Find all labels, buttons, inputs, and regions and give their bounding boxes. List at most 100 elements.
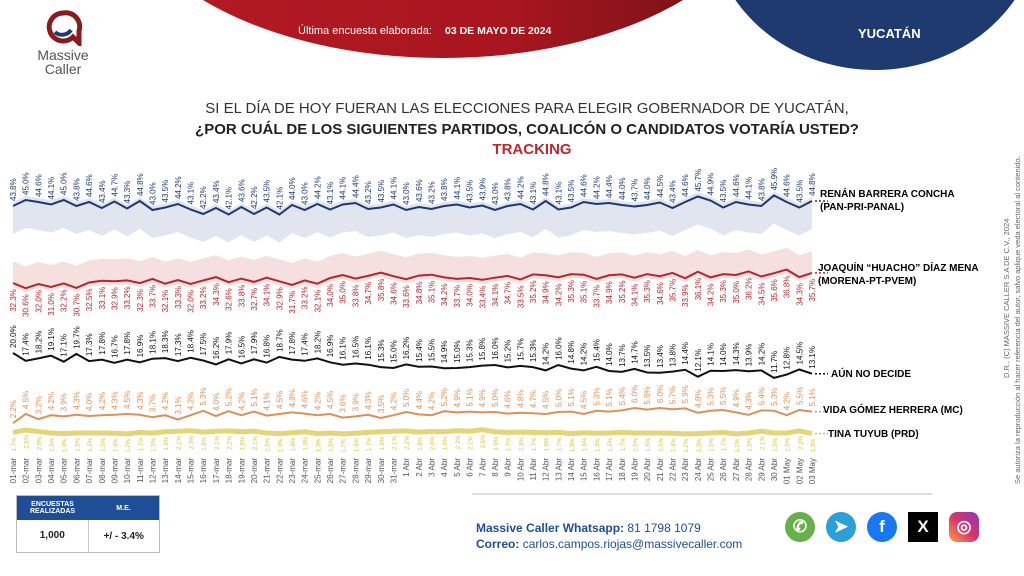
whatsapp-number[interactable]: 81 1798 1079 xyxy=(627,521,701,535)
telegram-icon[interactable]: ➤ xyxy=(826,512,856,542)
data-label: 4.3% xyxy=(72,392,81,410)
whatsapp-icon[interactable]: ✆ xyxy=(785,512,815,542)
social-links: ✆ ➤ f X ◎ xyxy=(785,512,979,542)
data-label: 1.5% xyxy=(748,437,754,451)
data-label: 1.9% xyxy=(304,436,310,450)
data-label: 5.0% xyxy=(491,389,500,407)
data-label: 32.2% xyxy=(60,289,69,312)
data-label: 14.2% xyxy=(580,343,589,366)
data-label: 12.8% xyxy=(783,347,792,370)
legend-aun-no-decide-name: AÚN NO DECIDE xyxy=(831,369,912,380)
data-label: 1.5% xyxy=(633,437,639,451)
data-label: 14.2% xyxy=(757,343,766,366)
data-label: 5.6% xyxy=(643,386,652,404)
data-label: 1.6% xyxy=(583,437,589,451)
x-tick-label: 24 Abr xyxy=(694,458,703,481)
data-label: 2.1% xyxy=(760,436,766,450)
data-label: 6.0% xyxy=(630,385,639,403)
email-link[interactable]: carlos.campos.riojas@massivecaller.com xyxy=(522,537,743,551)
data-label: 3.5% xyxy=(377,395,386,413)
data-label: 33.9% xyxy=(681,284,690,307)
data-label: 44.4% xyxy=(351,175,360,198)
copyright-note: D.R., (C) MASSIVE CALLER S.A DE C.V., 20… xyxy=(1002,218,1011,378)
data-label: 43.6% xyxy=(415,179,424,202)
data-label: 43.1% xyxy=(326,182,335,205)
footer-divider xyxy=(472,493,932,495)
x-tick-label: 12 Abr xyxy=(542,458,551,481)
data-label: 35.8% xyxy=(377,279,386,302)
x-tick-label: 13 Abr xyxy=(554,458,563,481)
data-label: 43.1% xyxy=(554,182,563,205)
data-label: 14.4% xyxy=(681,342,690,365)
data-label: 5.2% xyxy=(225,388,234,406)
data-label: 3.9% xyxy=(60,393,69,411)
x-tick-label: 27 Abr xyxy=(732,458,741,481)
data-label: 43.6% xyxy=(237,179,246,202)
x-tick-label: 4 Abr xyxy=(440,458,449,477)
last-survey-date: 03 DE MAYO DE 2024 xyxy=(444,25,552,37)
data-label: 35.0% xyxy=(732,281,741,304)
data-label: 4.2% xyxy=(187,392,196,410)
data-label: 33.8% xyxy=(237,285,246,308)
data-label: 44.2% xyxy=(174,176,183,199)
data-label: 5.3% xyxy=(199,388,208,406)
data-label: 4.5% xyxy=(22,391,31,409)
reproduction-note: Se autoriza la reproducción al hacer ref… xyxy=(1013,156,1022,484)
data-label: 15.8% xyxy=(478,338,487,361)
data-label: 43.0% xyxy=(402,182,411,205)
data-label: 4.5% xyxy=(580,391,589,409)
data-label: 5.1% xyxy=(250,388,259,406)
data-label: 16.0% xyxy=(491,337,500,360)
data-label: 17.1% xyxy=(60,334,69,357)
data-label: 17.3% xyxy=(85,333,94,356)
data-label: 1.9% xyxy=(380,436,386,450)
data-label: 34.6% xyxy=(656,282,665,305)
data-label: 4.6% xyxy=(504,390,513,408)
data-label: 43.8% xyxy=(72,178,81,201)
x-icon[interactable]: X xyxy=(908,512,938,542)
data-label: 1.5% xyxy=(50,437,56,451)
data-label: 1.8% xyxy=(519,436,525,450)
data-label: 18.3% xyxy=(161,330,170,353)
data-label: 5.5% xyxy=(719,387,728,405)
x-tick-label: 03-mar xyxy=(34,458,43,484)
x-tick-label: 17 Abr xyxy=(605,458,614,481)
data-label: 2.1% xyxy=(469,436,475,450)
legend-barrera-name: RENÁN BARRERA CONCHA xyxy=(820,189,955,200)
data-label: 30.6% xyxy=(22,294,31,317)
question-line-2: ¿POR CUÁL DE LOS SIGUIENTES PARTIDOS, CO… xyxy=(195,121,859,138)
data-label: 4.2% xyxy=(237,392,246,410)
data-label: 1.7% xyxy=(139,437,145,451)
data-label: 5.1% xyxy=(567,388,576,406)
data-label: 43.9% xyxy=(478,178,487,201)
x-tick-label: 11 Abr xyxy=(529,458,538,481)
data-label: 44.9% xyxy=(707,173,716,196)
data-label: 1.5% xyxy=(101,437,107,451)
data-label: 35.2% xyxy=(529,280,538,303)
x-tick-label: 30-mar xyxy=(377,458,386,484)
data-label: 4.6% xyxy=(301,390,310,408)
series-line xyxy=(12,406,813,425)
data-label: 1.2% xyxy=(342,438,348,452)
data-label: 14.9% xyxy=(440,341,449,364)
data-label: 44.1% xyxy=(453,177,462,200)
x-tick-label: 05-mar xyxy=(60,458,69,484)
logo-text-massive: Massive xyxy=(37,47,89,63)
x-tick-label: 3 Abr xyxy=(428,458,437,477)
x-tick-label: 25-mar xyxy=(313,458,322,484)
data-label: 4.5% xyxy=(275,391,284,409)
data-label: 5.1% xyxy=(466,388,475,406)
data-label: 4.1% xyxy=(263,392,272,410)
data-label: 4.9% xyxy=(453,389,462,407)
data-label: 34.1% xyxy=(263,284,272,307)
data-label: 33.2% xyxy=(301,286,310,309)
data-label: 33.8% xyxy=(351,285,360,308)
x-tick-label: 15 Abr xyxy=(580,458,589,481)
data-label: 32.5% xyxy=(85,289,94,312)
instagram-icon[interactable]: ◎ xyxy=(949,512,979,542)
data-label: 4.8% xyxy=(694,390,703,408)
question-line-1: SI EL DÍA DE HOY FUERAN LAS ELECCIONES P… xyxy=(205,100,849,117)
data-label: 17.8% xyxy=(288,332,297,355)
data-label: 17.4% xyxy=(301,333,310,356)
facebook-icon[interactable]: f xyxy=(867,512,897,542)
